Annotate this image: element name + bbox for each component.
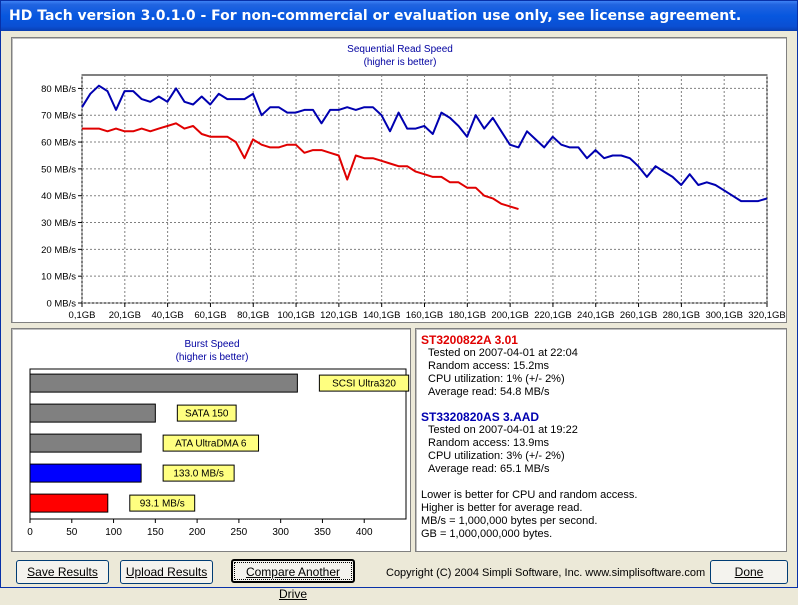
y-tick-label: 40 MB/s [41, 191, 76, 202]
x-tick-label: 280,1GB [663, 310, 701, 321]
burst-bar [29, 493, 109, 513]
burst-chart-title: Burst Speed [184, 339, 239, 350]
sequential-read-chart-panel: Sequential Read Speed (higher is better)… [11, 37, 787, 323]
burst-label-box [129, 494, 196, 512]
x-tick-label: 0 [27, 527, 33, 538]
burst-bar [29, 433, 142, 453]
drive2-name: ST3320820AS 3.AAD [421, 410, 540, 424]
chart-subtitle: (higher is better) [364, 57, 437, 68]
y-tick-label: 50 MB/s [41, 164, 76, 175]
burst-bar-label: 133.0 MB/s [173, 469, 224, 480]
y-tick-label: 30 MB/s [41, 218, 76, 229]
x-tick-label: 60,1GB [194, 310, 226, 321]
series-line-drive1 [82, 122, 519, 211]
burst-label-box [162, 464, 235, 482]
upload-results-button[interactable]: Upload Results [120, 560, 213, 584]
window-title: HD Tach version 3.0.1.0 - For non-commer… [1, 1, 797, 31]
burst-bar-label: SCSI Ultra320 [332, 379, 396, 390]
x-tick-label: 200 [189, 527, 206, 538]
drive1-name: ST3200822A 3.01 [421, 333, 518, 347]
chart-title: Sequential Read Speed [347, 44, 453, 55]
x-tick-label: 260,1GB [620, 310, 658, 321]
drive1-tested: Tested on 2007-04-01 at 22:04 [428, 347, 578, 359]
burst-bar-label: 93.1 MB/s [140, 499, 185, 510]
burst-bar-label: SATA 150 [185, 409, 229, 420]
x-tick-label: 240,1GB [577, 310, 615, 321]
note-line: Lower is better for CPU and random acces… [421, 489, 638, 501]
x-tick-label: 40,1GB [152, 310, 184, 321]
x-tick-label: 80,1GB [237, 310, 269, 321]
x-tick-label: 160,1GB [406, 310, 444, 321]
x-tick-label: 400 [356, 527, 373, 538]
drive1-random-access: Random access: 15.2ms [428, 360, 550, 372]
copyright-text: Copyright (C) 2004 Simpli Software, Inc.… [386, 567, 706, 579]
x-tick-label: 20,1GB [109, 310, 141, 321]
x-tick-label: 350 [314, 527, 331, 538]
x-tick-label: 140,1GB [363, 310, 401, 321]
x-tick-label: 120,1GB [320, 310, 358, 321]
x-tick-label: 200,1GB [491, 310, 529, 321]
y-tick-label: 20 MB/s [41, 245, 76, 256]
burst-bar-label: ATA UltraDMA 6 [175, 439, 247, 450]
note-line: MB/s = 1,000,000 bytes per second. [421, 515, 598, 527]
drive2-random-access: Random access: 13.9ms [428, 437, 550, 449]
x-tick-label: 50 [66, 527, 78, 538]
done-button[interactable]: Done [710, 560, 788, 584]
x-tick-label: 180,1GB [449, 310, 487, 321]
drive2-average: Average read: 65.1 MB/s [428, 463, 550, 475]
x-tick-label: 300 [272, 527, 289, 538]
x-tick-label: 100 [105, 527, 122, 538]
y-tick-label: 80 MB/s [41, 84, 76, 95]
y-tick-label: 70 MB/s [41, 111, 76, 122]
burst-chart-subtitle: (higher is better) [176, 352, 249, 363]
x-tick-label: 0,1GB [69, 310, 96, 321]
x-tick-label: 150 [147, 527, 164, 538]
x-tick-label: 100,1GB [277, 310, 315, 321]
compare-another-drive-button[interactable]: Compare Another Drive [231, 559, 355, 601]
x-tick-label: 300,1GB [705, 310, 743, 321]
note-line: GB = 1,000,000,000 bytes. [421, 528, 553, 540]
x-tick-label: 250 [231, 527, 248, 538]
results-info-panel: ST3200822A 3.01 Tested on 2007-04-01 at … [415, 328, 787, 552]
save-results-button[interactable]: Save Results [16, 560, 109, 584]
x-tick-label: 220,1GB [534, 310, 572, 321]
drive2-tested: Tested on 2007-04-01 at 19:22 [428, 424, 578, 436]
y-tick-label: 60 MB/s [41, 138, 76, 149]
note-line: Higher is better for average read. [421, 502, 583, 514]
series-line-drive2 [81, 84, 768, 203]
burst-bar [29, 373, 298, 393]
burst-label-box [162, 434, 260, 452]
burst-bar [29, 403, 156, 423]
sequential-read-chart: Sequential Read Speed (higher is better)… [41, 44, 786, 321]
burst-label-box [318, 374, 410, 392]
burst-label-box [176, 404, 237, 422]
drive2-cpu: CPU utilization: 3% (+/- 2%) [428, 450, 565, 462]
x-tick-label: 320,1GB [748, 310, 786, 321]
y-tick-label: 10 MB/s [41, 272, 76, 283]
burst-speed-chart-panel: Burst Speed (higher is better) 0 50 100 150… [11, 328, 411, 552]
drive1-cpu: CPU utilization: 1% (+/- 2%) [428, 373, 565, 385]
y-tick-label: 0 MB/s [46, 299, 76, 310]
drive1-average: Average read: 54.8 MB/s [428, 386, 550, 398]
burst-speed-chart: Burst Speed (higher is better) 0 50 100 150… [27, 339, 410, 538]
burst-bar [29, 463, 142, 483]
